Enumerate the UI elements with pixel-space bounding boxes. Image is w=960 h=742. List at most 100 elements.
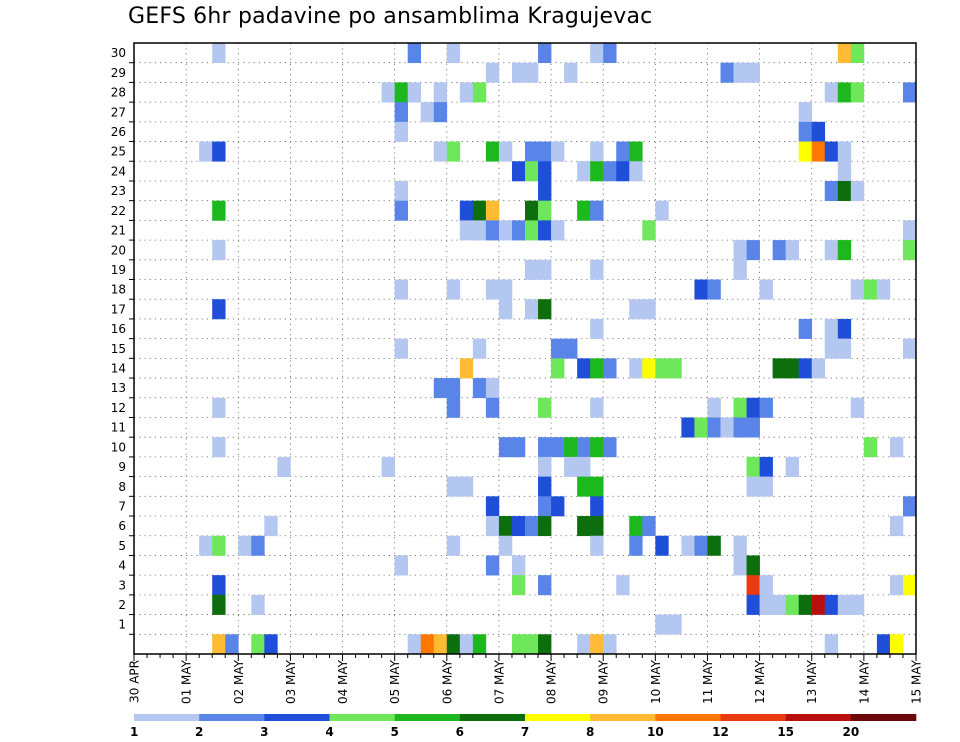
heatmap-cell <box>681 417 695 438</box>
heatmap-cell <box>590 318 604 339</box>
heatmap-cell <box>577 456 591 477</box>
y-tick-label: 16 <box>111 322 126 336</box>
heatmap-cell <box>394 338 408 359</box>
heatmap-cell <box>876 634 891 655</box>
heatmap-cell <box>446 476 461 497</box>
heatmap-cell <box>785 456 799 477</box>
x-tick-label: 12 MAY <box>753 659 767 704</box>
x-tick-label: 03 MAY <box>284 659 298 704</box>
y-tick-label: 26 <box>111 125 126 139</box>
heatmap-cell <box>433 141 448 162</box>
heatmap-cell <box>590 161 604 182</box>
heatmap-cell <box>642 358 656 379</box>
heatmap-cell <box>837 240 852 261</box>
heatmap-cell <box>850 180 865 201</box>
heatmap-cell <box>720 417 734 438</box>
heatmap-cell <box>889 575 904 596</box>
heatmap-cell <box>785 240 799 261</box>
heatmap-cell <box>251 594 265 615</box>
heatmap-cell <box>733 555 747 576</box>
heatmap-cell <box>538 161 552 182</box>
heatmap-cell <box>459 200 474 221</box>
heatmap-cell <box>212 299 226 320</box>
heatmap-cell <box>694 535 708 556</box>
y-tick-label: 4 <box>118 559 126 573</box>
heatmap-cell <box>485 62 500 83</box>
heatmap-cell <box>772 594 786 615</box>
heatmap-cell <box>433 82 448 103</box>
heatmap-cell <box>889 516 904 537</box>
heatmap-cell <box>472 338 487 359</box>
heatmap-cell <box>433 378 448 399</box>
heatmap-cell <box>837 43 852 64</box>
heatmap-cell <box>629 516 643 537</box>
colorbar-label: 12 <box>712 725 729 739</box>
y-tick-label: 10 <box>111 440 126 454</box>
heatmap-cell <box>564 338 578 359</box>
heatmap-cell <box>603 358 617 379</box>
heatmap-cell <box>577 476 591 497</box>
colorbar-swatch <box>785 714 852 721</box>
heatmap-cell <box>485 141 500 162</box>
colorbar-label: 6 <box>456 725 464 739</box>
heatmap-cell <box>525 259 539 280</box>
heatmap-cell <box>577 516 591 537</box>
heatmap-cell <box>511 220 526 241</box>
heatmap-cell <box>902 82 917 103</box>
heatmap-cell <box>538 180 552 201</box>
heatmap-cell <box>707 397 721 418</box>
colorbar-label: 1 <box>130 725 138 739</box>
heatmap-cell <box>525 220 539 241</box>
colorbar: 1 2 3 4 5 6 7 8 10 12 15 20 <box>130 714 917 739</box>
x-tick-label: 01 MAY <box>180 659 194 704</box>
heatmap-cell <box>472 200 487 221</box>
y-tick-label: 7 <box>118 499 126 513</box>
heatmap-cell <box>212 535 226 556</box>
heatmap-cell <box>590 397 604 418</box>
heatmap-cell <box>889 437 904 458</box>
heatmap-cell <box>681 535 695 556</box>
heatmap-cell <box>837 594 852 615</box>
heatmap-cell <box>603 634 617 655</box>
heatmap-cell <box>511 575 526 596</box>
heatmap-cell <box>798 141 813 162</box>
heatmap-cell <box>603 161 617 182</box>
heatmap-cell <box>655 200 669 221</box>
colorbar-swatch <box>134 714 200 721</box>
colorbar-label: 20 <box>842 725 859 739</box>
heatmap-cell <box>850 82 865 103</box>
colorbar-swatch <box>394 714 461 721</box>
heatmap-cell <box>551 220 565 241</box>
heatmap-cell <box>381 456 395 477</box>
heatmap-cell <box>577 437 591 458</box>
heatmap-cell <box>746 456 760 477</box>
heatmap-cell <box>824 634 839 655</box>
heatmap-cell <box>525 62 539 83</box>
heatmap-cell <box>498 279 513 300</box>
heatmap-cell <box>446 141 461 162</box>
heatmap-cell <box>798 318 813 339</box>
heatmap-cell <box>850 279 865 300</box>
x-tick-label: 05 MAY <box>388 659 402 704</box>
heatmap-cell <box>251 634 265 655</box>
heatmap-cell <box>212 437 226 458</box>
heatmap-cell <box>212 200 226 221</box>
heatmap-cell <box>472 378 487 399</box>
heatmap-cell <box>590 476 604 497</box>
heatmap-cell <box>746 417 760 438</box>
heatmap-cell <box>538 575 552 596</box>
heatmap-cell <box>642 220 656 241</box>
heatmap-cell <box>407 634 422 655</box>
heatmap-cell <box>590 634 604 655</box>
heatmap-cell <box>498 516 513 537</box>
colorbar-swatch <box>199 714 265 721</box>
heatmap-cell <box>902 240 917 261</box>
heatmap-cell <box>538 299 552 320</box>
heatmap-cell <box>837 161 852 182</box>
heatmap-cell <box>511 161 526 182</box>
heatmap-cell <box>407 82 422 103</box>
heatmap-cell <box>538 397 552 418</box>
heatmap-cell <box>538 220 552 241</box>
heatmap-cell <box>694 417 708 438</box>
heatmap-cell <box>459 82 474 103</box>
